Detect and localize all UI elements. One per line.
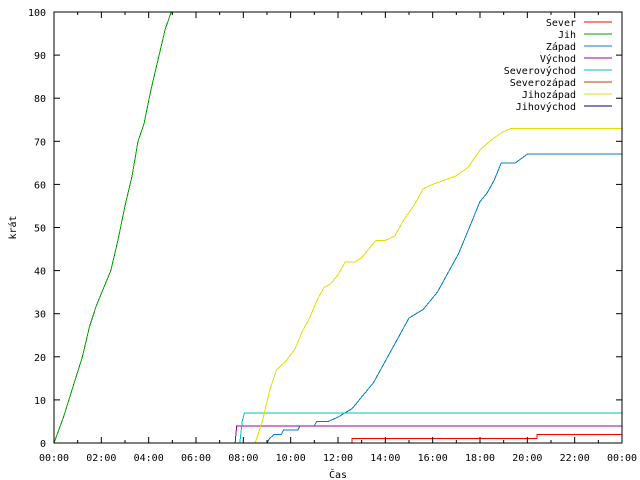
legend-label: Jihozápad	[522, 89, 576, 101]
legend-label: Jihovýchod	[516, 101, 576, 113]
series-line-6	[54, 127, 622, 444]
x-tick-label: 00:00	[607, 453, 637, 464]
x-tick-label: 12:00	[323, 453, 353, 464]
x-tick-label: 14:00	[370, 453, 400, 464]
x-axis-label: Čas	[329, 468, 347, 480]
legend-label: Východ	[540, 53, 576, 65]
legend-label: Sever	[546, 18, 576, 29]
y-tick-label: 60	[34, 180, 46, 191]
y-tick-label: 0	[40, 439, 46, 450]
legend: SeverJihZápadVýchodSeverovýchodSeverozáp…	[504, 18, 612, 113]
y-tick-label: 50	[34, 224, 46, 235]
series-line-2	[54, 153, 622, 444]
y-tick-label: 30	[34, 310, 46, 321]
legend-label: Jih	[558, 30, 576, 41]
x-tick-label: 06:00	[181, 453, 211, 464]
x-tick-label: 22:00	[560, 453, 590, 464]
x-tick-label: 18:00	[465, 453, 495, 464]
y-tick-label: 10	[34, 396, 46, 407]
legend-label: Severovýchod	[504, 65, 576, 77]
y-tick-label: 80	[34, 94, 46, 105]
y-tick-label: 20	[34, 353, 46, 364]
y-tick-label: 40	[34, 267, 46, 278]
x-tick-label: 08:00	[228, 453, 258, 464]
series-line-1	[53, 11, 172, 444]
x-tick-label: 16:00	[418, 453, 448, 464]
legend-label: Západ	[546, 41, 576, 53]
legend-label: Severozápad	[510, 77, 576, 89]
tick-layer: 0 10 20 30 40 50 60 70 80 90 100 00:00 02:00 04:00 06:…	[28, 8, 637, 464]
y-tick-label: 70	[34, 137, 46, 148]
x-tick-label: 02:00	[86, 453, 116, 464]
x-tick-label: 10:00	[276, 453, 306, 464]
y-tick-label: 100	[28, 8, 46, 19]
y-tick-label: 90	[34, 51, 46, 62]
x-tick-label: 00:00	[39, 453, 69, 464]
y-axis-label: krát	[7, 215, 19, 239]
x-tick-label: 20:00	[512, 453, 542, 464]
x-tick-label: 04:00	[134, 453, 164, 464]
